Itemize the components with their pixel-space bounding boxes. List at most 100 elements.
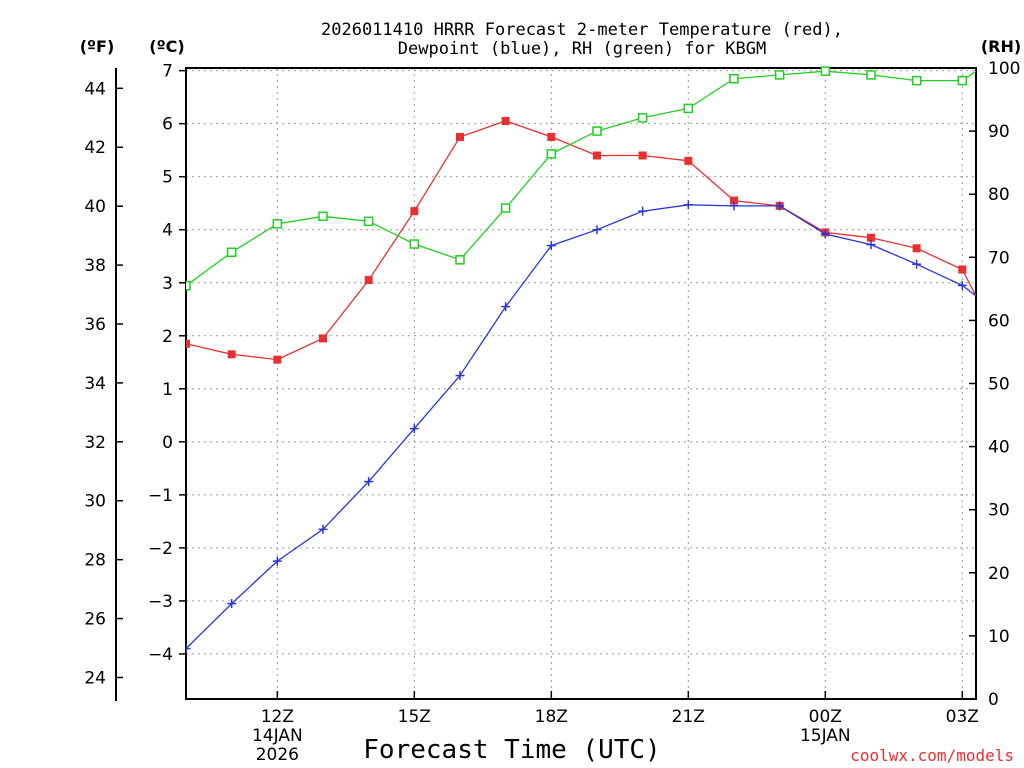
dewpoint-point (775, 201, 785, 211)
celsius-tick-label: −2 (148, 539, 173, 559)
rh-point (409, 239, 420, 249)
fahrenheit-tick-label: 38 (84, 256, 106, 276)
fahrenheit-tick-label: 44 (84, 79, 106, 99)
rh-point (455, 255, 465, 265)
dewpoint-point (227, 599, 237, 609)
dewpoint-point (683, 200, 693, 210)
rh-tick-label: 100 (988, 59, 1020, 79)
rh-tick-label: 10 (988, 627, 1010, 647)
x-tick-label: 12Z (261, 707, 294, 727)
axis-ticks: −4−3−2−101234567242628303234363840424401… (84, 59, 1020, 765)
rh-tick-label: 30 (988, 501, 1010, 521)
temperature-point (547, 132, 556, 141)
temperature-point (455, 132, 464, 141)
fahrenheit-axis-unit: (ºF) (80, 37, 115, 56)
rh-tick-label: 80 (988, 185, 1010, 205)
temperature-point (273, 355, 282, 364)
rh-point (318, 211, 328, 222)
dewpoint-point (546, 241, 556, 251)
x-tick-label: 00Z (809, 707, 842, 727)
dewpoint-point (638, 206, 648, 216)
chart-title-line2: Dewpoint (blue), RH (green) for KBGM (398, 39, 766, 59)
x-tick-label: 14JAN (252, 726, 303, 746)
rh-point (911, 75, 922, 86)
celsius-tick-label: −1 (148, 486, 173, 506)
dewpoint-point (729, 201, 739, 211)
rh-series (186, 66, 976, 291)
dewpoint-point (501, 302, 511, 312)
temperature-point (318, 334, 327, 343)
dewpoint-point (592, 225, 602, 235)
celsius-tick-label: 7 (162, 62, 173, 82)
fahrenheit-tick-label: 40 (84, 197, 106, 217)
temperature-point (912, 244, 921, 253)
data-series (186, 66, 976, 654)
rh-point (866, 70, 876, 80)
rh-point (774, 70, 785, 80)
rh-point (186, 280, 191, 291)
temperature-point (958, 265, 967, 274)
x-tick-label: 2026 (256, 745, 299, 765)
temperature-line (186, 120, 976, 361)
plot-frame (185, 67, 977, 700)
temperature-point (501, 117, 510, 126)
credit-text: coolwx.com/models (850, 746, 1014, 765)
rh-tick-label: 20 (988, 564, 1010, 584)
celsius-tick-label: −3 (148, 592, 173, 612)
grid-lines (186, 68, 976, 699)
rh-tick-label: 50 (988, 375, 1010, 395)
rh-line (186, 70, 976, 287)
x-axis-title: Forecast Time (UTC) (363, 735, 660, 765)
x-tick-label: 03Z (946, 707, 979, 727)
celsius-tick-label: 6 (162, 115, 173, 135)
dewpoint-series (186, 200, 976, 654)
celsius-tick-label: 5 (162, 168, 173, 188)
x-tick-label: 15JAN (800, 726, 851, 746)
rh-point (729, 73, 739, 84)
temperature-point (592, 151, 601, 160)
temperature-point (364, 276, 373, 285)
fahrenheit-tick-label: 32 (84, 433, 106, 453)
temperature-point (729, 196, 738, 205)
x-tick-label: 18Z (535, 707, 568, 727)
rh-tick-label: 60 (988, 311, 1010, 331)
dewpoint-point (455, 371, 465, 381)
rh-point (592, 126, 602, 136)
rh-point (500, 203, 511, 213)
rh-tick-label: 0 (988, 690, 999, 710)
temperature-point (410, 207, 419, 216)
rh-point (363, 216, 374, 227)
fahrenheit-tick-label: 24 (84, 668, 106, 688)
fahrenheit-tick-label: 26 (84, 610, 106, 630)
dewpoint-point (957, 280, 967, 290)
fahrenheit-tick-label: 28 (84, 551, 106, 571)
rh-tick-label: 90 (988, 122, 1010, 142)
rh-point (820, 66, 831, 76)
celsius-tick-label: 0 (162, 433, 173, 453)
temperature-point (684, 156, 693, 165)
temperature-series (186, 117, 976, 364)
x-tick-label: 21Z (672, 707, 705, 727)
rh-point (957, 75, 968, 86)
dewpoint-point (364, 477, 374, 487)
temperature-point (866, 233, 875, 242)
celsius-tick-label: 1 (162, 380, 173, 400)
rh-point (683, 103, 694, 114)
fahrenheit-tick-label: 36 (84, 315, 106, 335)
rh-tick-label: 40 (988, 438, 1010, 458)
dewpoint-point (409, 424, 419, 434)
dewpoint-line (186, 204, 976, 650)
rh-point (546, 149, 557, 159)
celsius-axis-unit: (ºC) (149, 37, 184, 56)
chart-title-line1: 2026011410 HRRR Forecast 2-meter Tempera… (321, 20, 843, 40)
rh-axis-unit: (RH) (981, 37, 1021, 56)
celsius-tick-label: 2 (162, 327, 173, 347)
dewpoint-point (866, 240, 876, 250)
celsius-tick-label: 4 (162, 221, 173, 241)
dewpoint-point (186, 644, 191, 654)
celsius-tick-label: −4 (148, 645, 173, 665)
dewpoint-point (272, 556, 282, 566)
dewpoint-point (912, 259, 922, 269)
celsius-tick-label: 3 (162, 274, 173, 294)
